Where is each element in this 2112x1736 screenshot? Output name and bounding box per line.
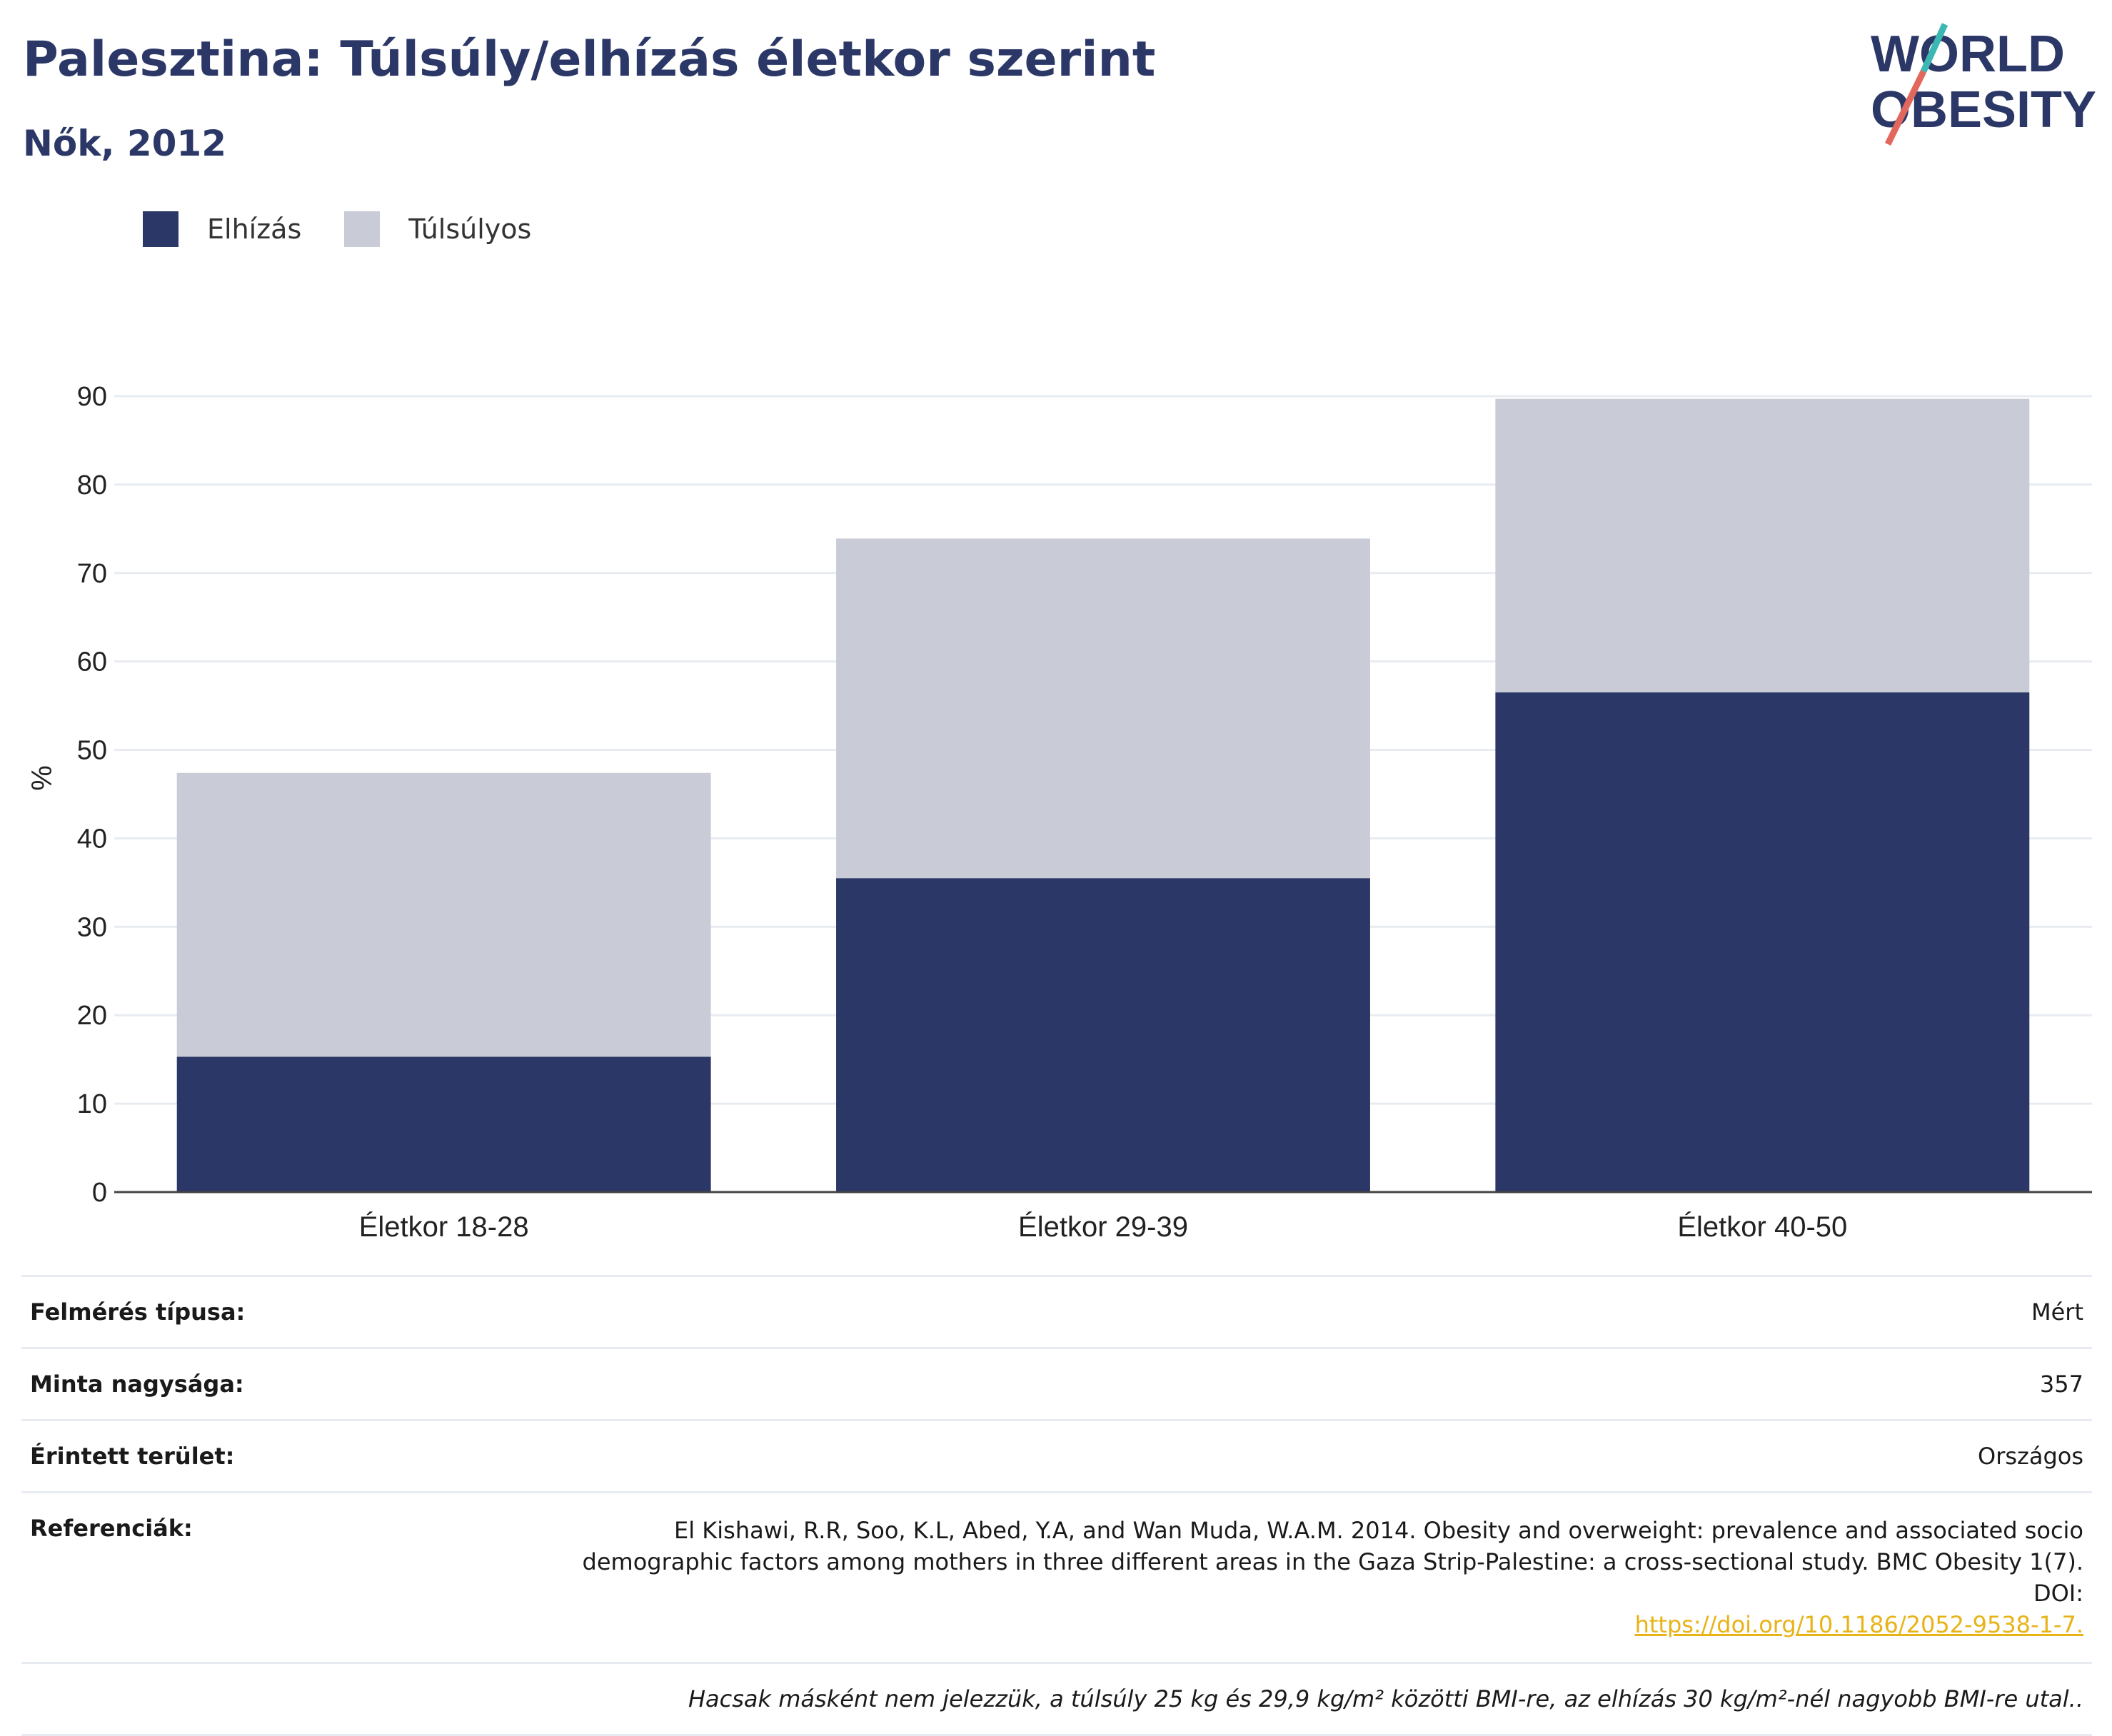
x-axis-ticks: Életkor 18-28 Életkor 29-39 Életkor 40-50 — [359, 1211, 1848, 1242]
references-value: El Kishawi, R.R, Soo, K.L, Abed, Y.A, an… — [548, 1515, 2083, 1640]
survey-type-value: Mért — [2031, 1298, 2083, 1326]
chart-title: Palesztina: Túlsúly/elhízás életkor szer… — [23, 31, 1156, 88]
chart-legend: Elhízás Túlsúlyos — [143, 211, 574, 247]
x-tick-label: Életkor 29-39 — [1018, 1211, 1188, 1242]
y-tick-label: 70 — [77, 559, 107, 589]
legend-item-elhizas: Elhízás — [143, 211, 301, 247]
area-label: Érintett terület: — [30, 1443, 235, 1470]
references-doi-link[interactable]: https://doi.org/10.1186/2052-9538-1-7. — [1634, 1611, 2083, 1638]
chart-subtitle: Nők, 2012 — [23, 123, 227, 164]
area-value: Országos — [1978, 1443, 2083, 1470]
legend-label-tulsulyos: Túlsúlyos — [408, 213, 532, 245]
x-tick-label: Életkor 40-50 — [1677, 1211, 1847, 1242]
bar-elhizas-2 — [836, 878, 1370, 1192]
logo-line-1: WORLD — [1871, 26, 2065, 83]
y-tick-label: 50 — [77, 736, 107, 766]
legend-label-elhizas: Elhízás — [207, 213, 302, 245]
bars — [176, 398, 2030, 1192]
row-references: Referenciák: El Kishawi, R.R, Soo, K.L, … — [21, 1491, 2092, 1662]
references-label: Referenciák: — [30, 1515, 193, 1542]
row-sample-size: Minta nagysága: 357 — [21, 1347, 2092, 1419]
bar-tulsulyos-1 — [176, 772, 711, 1057]
sample-size-label: Minta nagysága: — [30, 1371, 244, 1398]
legend-swatch-elhizas — [143, 211, 178, 247]
bar-elhizas-3 — [1495, 692, 2030, 1192]
row-survey-type: Felmérés típusa: Mért — [21, 1275, 2092, 1347]
y-tick-label: 30 — [77, 912, 107, 942]
y-axis-label: % — [26, 765, 58, 791]
references-text: El Kishawi, R.R, Soo, K.L, Abed, Y.A, an… — [582, 1517, 2083, 1607]
y-tick-label: 20 — [77, 1001, 107, 1031]
y-axis-ticks: 0 10 20 30 40 50 60 70 80 90 — [77, 382, 107, 1208]
y-tick-label: 60 — [77, 647, 107, 677]
legend-item-tulsulyos: Túlsúlyos — [344, 211, 531, 247]
legend-swatch-tulsulyos — [344, 211, 381, 247]
world-obesity-logo: WORLD OBESITY — [1871, 23, 2096, 146]
sample-size-value: 357 — [2039, 1371, 2083, 1398]
row-area: Érintett terület: Országos — [21, 1419, 2092, 1491]
y-tick-label: 40 — [77, 824, 107, 854]
bar-elhizas-1 — [176, 1056, 711, 1192]
y-tick-label: 10 — [77, 1089, 107, 1119]
logo-line-2: OBESITY — [1871, 81, 2096, 138]
bmi-note: Hacsak másként nem jelezzük, a túlsúly 2… — [21, 1662, 2092, 1736]
x-tick-label: Életkor 18-28 — [359, 1211, 529, 1242]
y-tick-label: 90 — [77, 382, 107, 412]
info-table: Felmérés típusa: Mért Minta nagysága: 35… — [21, 1275, 2092, 1736]
y-tick-label: 80 — [77, 470, 107, 500]
survey-type-label: Felmérés típusa: — [30, 1298, 246, 1326]
bar-tulsulyos-2 — [836, 538, 1370, 879]
y-tick-label: 0 — [92, 1178, 107, 1208]
bar-tulsulyos-3 — [1495, 398, 2030, 693]
